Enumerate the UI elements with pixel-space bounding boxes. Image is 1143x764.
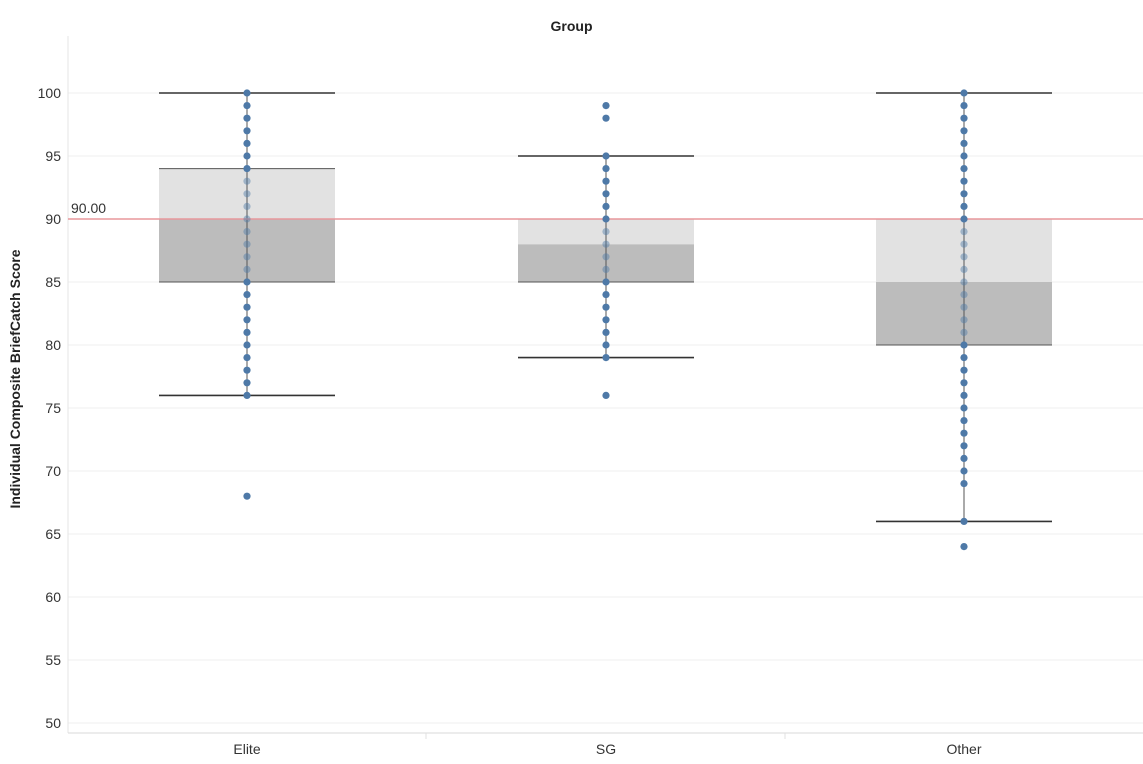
data-point bbox=[602, 291, 610, 299]
data-point bbox=[243, 492, 251, 500]
y-tick-label: 70 bbox=[45, 463, 61, 479]
reference-line-label: 90.00 bbox=[71, 200, 106, 216]
y-tick-label: 60 bbox=[45, 589, 61, 605]
data-point bbox=[602, 215, 610, 223]
data-point bbox=[960, 165, 968, 173]
data-point bbox=[602, 354, 610, 362]
data-point bbox=[602, 278, 610, 286]
data-point bbox=[602, 102, 610, 110]
y-tick-label: 50 bbox=[45, 715, 61, 731]
data-point bbox=[243, 102, 251, 110]
data-point bbox=[960, 543, 968, 551]
data-point bbox=[602, 190, 610, 198]
data-point bbox=[243, 278, 251, 286]
data-point bbox=[243, 228, 251, 236]
data-point bbox=[602, 240, 610, 248]
y-tick-label: 55 bbox=[45, 652, 61, 668]
x-category-label: Elite bbox=[233, 741, 260, 757]
data-point bbox=[243, 303, 251, 311]
data-point bbox=[960, 391, 968, 399]
data-point bbox=[960, 442, 968, 450]
data-point bbox=[243, 291, 251, 299]
column-header: Group bbox=[550, 18, 593, 34]
data-point bbox=[960, 417, 968, 425]
data-point bbox=[960, 354, 968, 362]
data-point bbox=[960, 228, 968, 236]
data-point bbox=[602, 341, 610, 349]
data-point bbox=[243, 391, 251, 399]
data-point bbox=[960, 328, 968, 336]
data-point bbox=[960, 190, 968, 198]
data-point bbox=[960, 177, 968, 185]
data-point bbox=[960, 202, 968, 210]
data-point bbox=[960, 366, 968, 374]
data-point bbox=[602, 391, 610, 399]
data-point bbox=[960, 114, 968, 122]
data-point bbox=[602, 228, 610, 236]
data-point bbox=[602, 265, 610, 273]
data-point bbox=[602, 165, 610, 173]
data-point bbox=[602, 316, 610, 324]
data-point bbox=[243, 89, 251, 97]
data-point bbox=[243, 240, 251, 248]
data-point bbox=[960, 215, 968, 223]
y-tick-label: 100 bbox=[38, 85, 62, 101]
data-point bbox=[960, 253, 968, 261]
data-point bbox=[602, 328, 610, 336]
x-category-label: Other bbox=[946, 741, 981, 757]
data-point bbox=[243, 366, 251, 374]
y-tick-label: 90 bbox=[45, 211, 61, 227]
data-point bbox=[602, 303, 610, 311]
data-point bbox=[960, 265, 968, 273]
data-point bbox=[960, 291, 968, 299]
data-point bbox=[602, 253, 610, 261]
data-point bbox=[960, 454, 968, 462]
data-point bbox=[243, 316, 251, 324]
x-category-label: SG bbox=[596, 741, 616, 757]
data-point bbox=[243, 379, 251, 387]
data-point bbox=[960, 139, 968, 147]
data-point bbox=[602, 202, 610, 210]
data-point bbox=[243, 152, 251, 160]
data-point bbox=[960, 240, 968, 248]
data-point bbox=[243, 253, 251, 261]
data-point bbox=[602, 177, 610, 185]
data-point bbox=[243, 139, 251, 147]
data-point bbox=[960, 404, 968, 412]
data-point bbox=[602, 152, 610, 160]
data-point bbox=[960, 341, 968, 349]
data-point bbox=[960, 379, 968, 387]
data-point bbox=[243, 127, 251, 135]
data-point bbox=[243, 215, 251, 223]
data-point bbox=[243, 341, 251, 349]
data-point bbox=[960, 429, 968, 437]
data-point bbox=[243, 328, 251, 336]
y-axis-title: Individual Composite BriefCatch Score bbox=[7, 249, 23, 509]
data-point bbox=[960, 127, 968, 135]
data-point bbox=[243, 177, 251, 185]
data-point bbox=[960, 102, 968, 110]
data-point bbox=[960, 89, 968, 97]
data-point bbox=[960, 152, 968, 160]
y-tick-label: 65 bbox=[45, 526, 61, 542]
data-point bbox=[960, 316, 968, 324]
data-point bbox=[243, 354, 251, 362]
data-point bbox=[960, 517, 968, 526]
data-point bbox=[243, 265, 251, 273]
y-tick-label: 75 bbox=[45, 400, 61, 416]
data-point bbox=[243, 202, 251, 210]
y-tick-label: 95 bbox=[45, 148, 61, 164]
data-point bbox=[243, 165, 251, 173]
data-point bbox=[960, 467, 968, 475]
data-point bbox=[960, 480, 968, 488]
data-point bbox=[243, 190, 251, 198]
data-point bbox=[960, 278, 968, 286]
y-tick-label: 80 bbox=[45, 337, 61, 353]
data-point bbox=[243, 114, 251, 122]
data-point bbox=[602, 114, 610, 122]
data-point bbox=[960, 303, 968, 311]
y-tick-label: 85 bbox=[45, 274, 61, 290]
